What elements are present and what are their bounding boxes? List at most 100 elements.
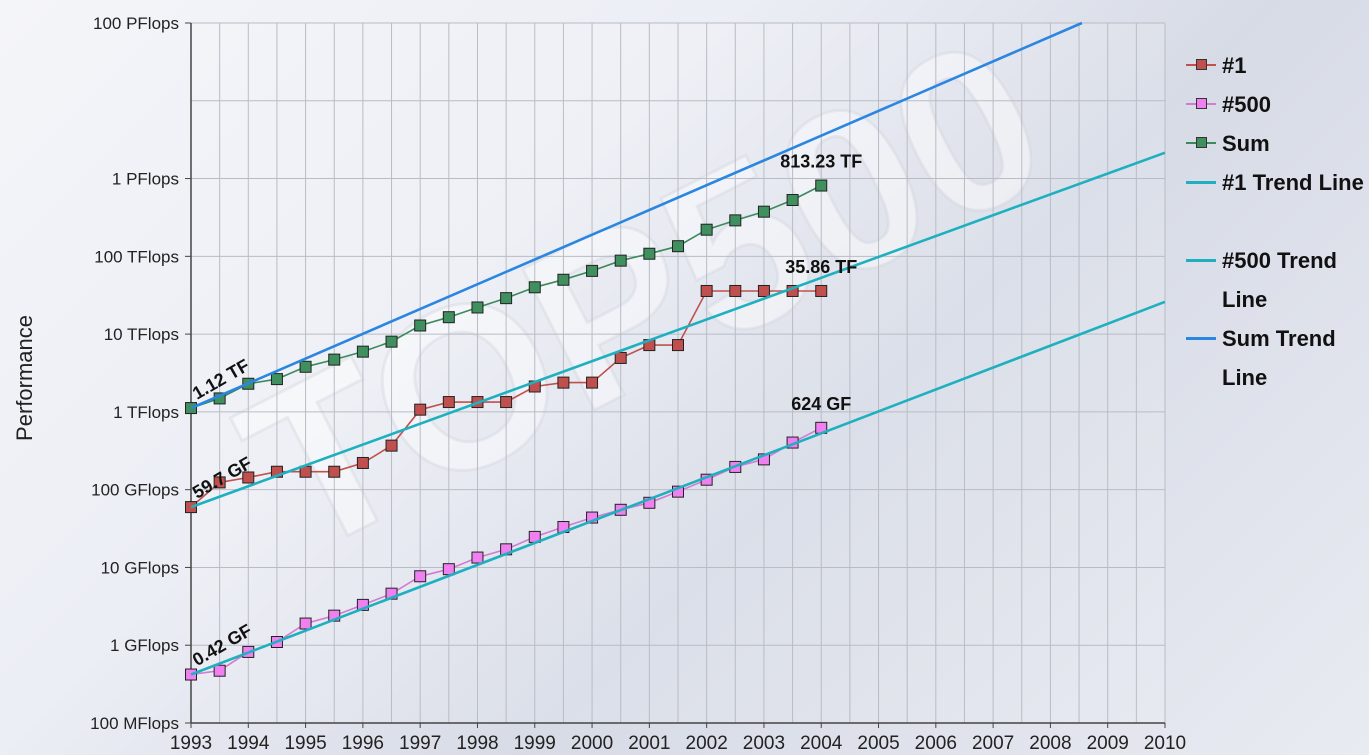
legend-marker-1 bbox=[1186, 59, 1216, 70]
data-point bbox=[557, 273, 570, 286]
data-point bbox=[356, 345, 369, 358]
data-point bbox=[500, 292, 513, 305]
x-tick-label: 2001 bbox=[628, 733, 670, 754]
data-point bbox=[557, 376, 570, 389]
x-tick-label: 1997 bbox=[399, 733, 441, 754]
legend-marker-500-trend bbox=[1186, 259, 1216, 262]
data-point bbox=[356, 598, 369, 611]
data-point bbox=[729, 214, 742, 227]
data-label: 624 GF bbox=[791, 394, 851, 414]
legend-label-sum: Sum bbox=[1222, 131, 1270, 156]
x-tick-label: 1995 bbox=[284, 733, 326, 754]
legend-label-sum-trend: Sum Trend Line bbox=[1222, 326, 1336, 390]
x-tick-label: 2000 bbox=[571, 733, 613, 754]
x-tick-labels: 1993 1994 1995 1996 1997 1998 1999 2000 2001 2002… bbox=[170, 723, 1186, 754]
data-point bbox=[270, 373, 283, 386]
x-tick-label: 2005 bbox=[857, 733, 899, 754]
data-point bbox=[414, 403, 427, 416]
y-tick-label: 100 MFlops bbox=[90, 714, 179, 733]
series-sum bbox=[185, 179, 828, 415]
data-label: 813.23 TF bbox=[780, 152, 862, 172]
y-tick-label: 1 TFlops bbox=[113, 403, 179, 422]
legend-label-1: #1 bbox=[1222, 53, 1247, 78]
x-tick-label: 2002 bbox=[686, 733, 728, 754]
x-tick-label: 2004 bbox=[800, 733, 843, 754]
data-point bbox=[242, 471, 255, 484]
data-point bbox=[586, 376, 599, 389]
data-label: 35.86 TF bbox=[785, 257, 857, 277]
data-point bbox=[185, 668, 197, 681]
x-tick-label: 1994 bbox=[227, 733, 270, 754]
y-tick-labels: 100 MFlops 1 GFlops 10 GFlops 100 GFlops 1 T… bbox=[90, 14, 191, 733]
data-point bbox=[757, 284, 770, 297]
data-point bbox=[213, 476, 226, 489]
data-point bbox=[757, 205, 770, 218]
x-tick-label: 2008 bbox=[1029, 733, 1071, 754]
legend-marker-500 bbox=[1186, 98, 1216, 109]
x-tick-label: 2007 bbox=[972, 733, 1014, 754]
data-point bbox=[414, 570, 427, 583]
data-point bbox=[299, 617, 312, 630]
data-point bbox=[815, 284, 828, 297]
legend: #1 #500 Sum #1 Trend Line #500 Trend Lin… bbox=[1178, 44, 1368, 395]
legend-label-500-trend: #500 Trend Line bbox=[1222, 248, 1337, 312]
x-tick-label: 1996 bbox=[342, 733, 384, 754]
y-tick-label: 1 GFlops bbox=[110, 636, 179, 655]
data-point bbox=[328, 465, 341, 478]
legend-marker-1-trend bbox=[1186, 181, 1216, 184]
series-line bbox=[190, 21, 1083, 410]
x-tick-label: 1993 bbox=[170, 733, 212, 754]
legend-item-1: #1 bbox=[1178, 44, 1368, 83]
data-point bbox=[385, 335, 398, 348]
legend-item-1-trend: #1 Trend Line bbox=[1178, 161, 1368, 239]
data-point bbox=[672, 485, 684, 498]
legend-label-1-trend: #1 Trend Line bbox=[1222, 170, 1364, 195]
legend-marker-sum bbox=[1186, 137, 1216, 148]
x-tick-label: 2003 bbox=[743, 733, 785, 754]
y-axis-title: Performance bbox=[12, 315, 37, 441]
data-point bbox=[442, 311, 455, 324]
x-tick-label: 2010 bbox=[1144, 733, 1186, 754]
data-point bbox=[643, 247, 656, 260]
data-point bbox=[786, 194, 799, 207]
legend-item-500: #500 bbox=[1178, 83, 1368, 122]
data-point bbox=[528, 281, 541, 294]
data-point bbox=[356, 456, 369, 469]
y-tick-label: 100 TFlops bbox=[94, 247, 179, 266]
data-point bbox=[672, 339, 684, 352]
series-1-trend-line bbox=[190, 151, 1166, 509]
data-point bbox=[614, 254, 627, 267]
data-point bbox=[471, 551, 484, 564]
series-line bbox=[190, 300, 1166, 676]
x-tick-label: 1999 bbox=[514, 733, 556, 754]
data-point bbox=[815, 179, 828, 192]
y-tick-label: 10 GFlops bbox=[101, 558, 179, 577]
legend-item-sum: Sum bbox=[1178, 122, 1368, 161]
x-tick-label: 2009 bbox=[1087, 733, 1129, 754]
series-500-trend-line bbox=[190, 300, 1166, 676]
data-point bbox=[385, 439, 398, 452]
data-point bbox=[729, 284, 742, 297]
data-point bbox=[643, 496, 656, 509]
data-point bbox=[500, 396, 513, 409]
data-point bbox=[270, 465, 283, 478]
legend-item-500-trend: #500 Trend Line bbox=[1178, 239, 1368, 317]
data-point bbox=[385, 587, 398, 600]
data-point bbox=[700, 284, 713, 297]
data-point bbox=[328, 353, 341, 366]
y-tick-label: 100 GFlops bbox=[91, 481, 179, 500]
data-point bbox=[442, 396, 455, 409]
data-point bbox=[328, 609, 341, 622]
series-sum-trend-line bbox=[190, 21, 1083, 410]
data-point bbox=[672, 240, 684, 253]
legend-label-500: #500 bbox=[1222, 92, 1271, 117]
y-tick-label: 10 TFlops bbox=[104, 325, 179, 344]
data-point bbox=[414, 319, 427, 332]
y-tick-label: 1 PFlops bbox=[112, 170, 179, 189]
data-point bbox=[700, 223, 713, 236]
y-axis-title-wrap bbox=[8, 395, 48, 415]
x-tick-label: 1998 bbox=[456, 733, 498, 754]
data-point bbox=[213, 664, 226, 677]
y-tick-label: 100 PFlops bbox=[93, 14, 179, 33]
